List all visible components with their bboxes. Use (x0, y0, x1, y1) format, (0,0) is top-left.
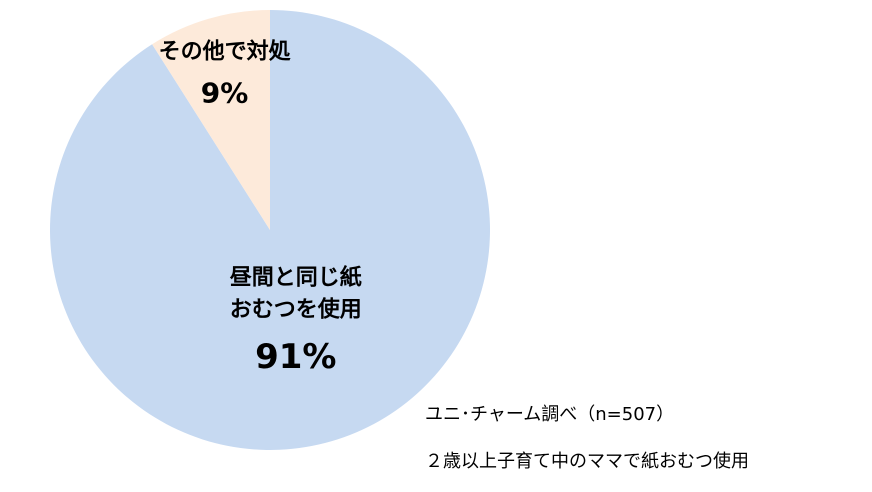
population-note: ２歳以上子育て中のママで紙おむつ使用 (425, 451, 749, 472)
slice-label-daytime-diaper-line-2: おむつを使用 (230, 298, 362, 323)
source-note: ユニ･チャーム調べ（n=507） (425, 404, 675, 425)
slice-value-other-method: 9% (201, 77, 249, 110)
slice-label-daytime-diaper-line-1: 昼間と同じ紙 (230, 265, 362, 291)
pie-slice-other-method (152, 10, 270, 230)
slice-label-other-method-line-1: その他で対処 (159, 39, 291, 65)
pie-slice-daytime-diaper (49, 10, 490, 451)
pie-slices (49, 10, 490, 451)
slice-value-daytime-diaper: 91% (255, 337, 336, 377)
